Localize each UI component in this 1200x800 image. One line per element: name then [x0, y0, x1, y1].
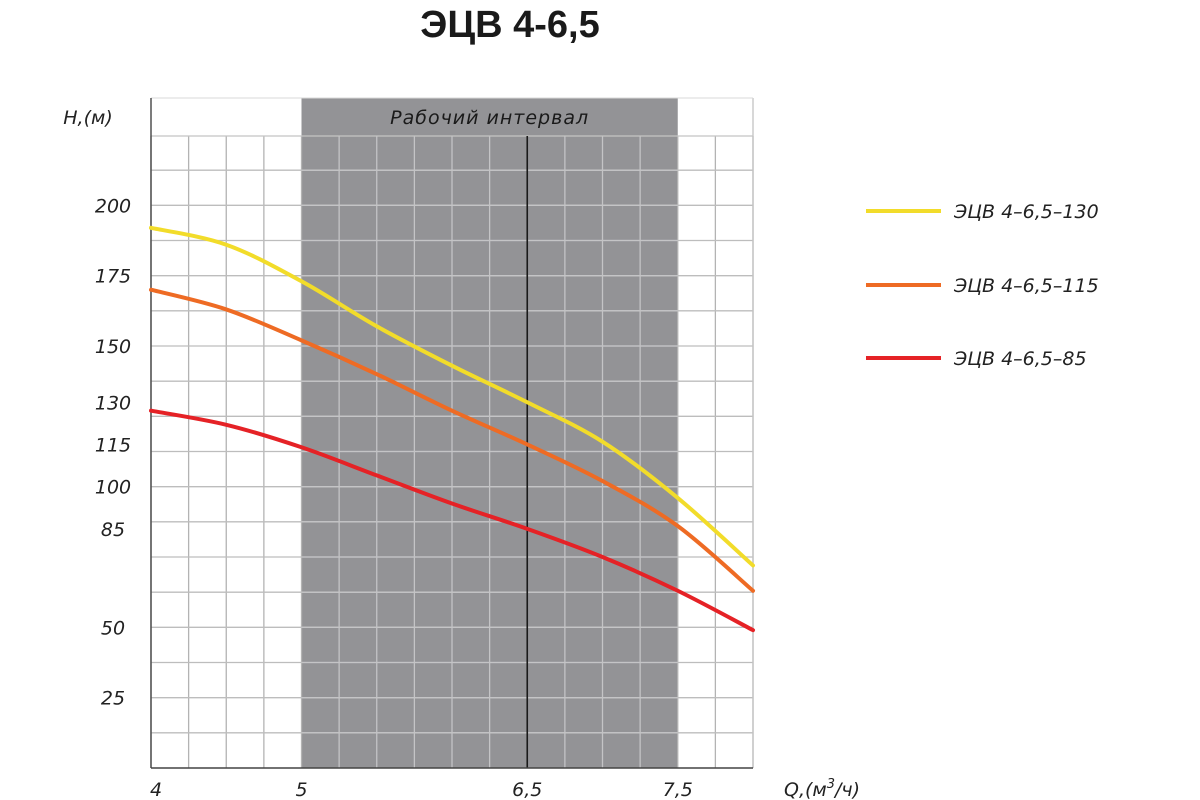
x-tick-label: 6,5	[512, 779, 542, 800]
y-tick-label: 85	[101, 519, 125, 541]
y-tick-label: 175	[95, 266, 131, 288]
legend-label-1: ЭЦВ 4–6,5–130	[953, 201, 1099, 223]
series-line-3	[149, 408, 755, 633]
y-tick-label: 200	[95, 195, 131, 217]
y-tick-label: 100	[95, 477, 131, 499]
legend-label-3: ЭЦВ 4–6,5–85	[953, 348, 1087, 370]
series-line-1	[149, 225, 755, 568]
y-axis-label: Н,(м)	[63, 107, 113, 129]
y-tick-label: 50	[101, 617, 125, 639]
x-axis-label: Q,(м3/ч)	[784, 777, 860, 800]
legend-label-2: ЭЦВ 4–6,5–115	[953, 275, 1099, 297]
y-tick-label: 115	[95, 434, 131, 456]
chart-title: ЭЦВ 4-6,5	[420, 4, 600, 46]
y-tick-label: 130	[95, 392, 131, 414]
x-tick-label: 4	[150, 779, 162, 800]
y-tick-label: 25	[101, 688, 125, 710]
y-tick-label: 150	[95, 336, 131, 358]
x-tick-label: 7,5	[663, 779, 693, 800]
working-interval-label: Рабочий интервал	[390, 107, 589, 129]
series-line-2	[149, 287, 755, 593]
x-tick-label: 5	[295, 779, 307, 800]
